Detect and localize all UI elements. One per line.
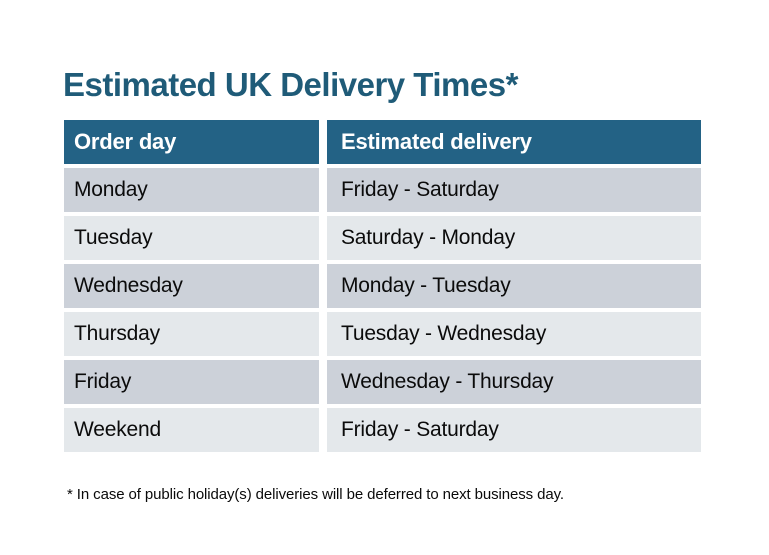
estimated-delivery-cell: Wednesday - Thursday: [327, 360, 701, 404]
order-day-cell: Tuesday: [64, 216, 319, 260]
table-header-row: Order day Estimated delivery: [64, 120, 701, 164]
order-day-cell: Friday: [64, 360, 319, 404]
order-day-cell: Monday: [64, 168, 319, 212]
table-row: Wednesday Monday - Tuesday: [64, 264, 701, 308]
table-row: Monday Friday - Saturday: [64, 168, 701, 212]
estimated-delivery-cell: Friday - Saturday: [327, 408, 701, 452]
page-title: Estimated UK Delivery Times*: [63, 66, 518, 104]
column-header-estimated-delivery: Estimated delivery: [327, 120, 701, 164]
table-row: Thursday Tuesday - Wednesday: [64, 312, 701, 356]
column-header-order-day: Order day: [64, 120, 319, 164]
estimated-delivery-cell: Monday - Tuesday: [327, 264, 701, 308]
table-row: Tuesday Saturday - Monday: [64, 216, 701, 260]
public-holiday-footnote: * In case of public holiday(s) deliverie…: [67, 486, 564, 503]
estimated-delivery-cell: Saturday - Monday: [327, 216, 701, 260]
estimated-delivery-cell: Tuesday - Wednesday: [327, 312, 701, 356]
delivery-times-table: Order day Estimated delivery Monday Frid…: [64, 120, 701, 452]
table-row: Weekend Friday - Saturday: [64, 408, 701, 452]
order-day-cell: Thursday: [64, 312, 319, 356]
estimated-delivery-cell: Friday - Saturday: [327, 168, 701, 212]
table-row: Friday Wednesday - Thursday: [64, 360, 701, 404]
order-day-cell: Wednesday: [64, 264, 319, 308]
order-day-cell: Weekend: [64, 408, 319, 452]
